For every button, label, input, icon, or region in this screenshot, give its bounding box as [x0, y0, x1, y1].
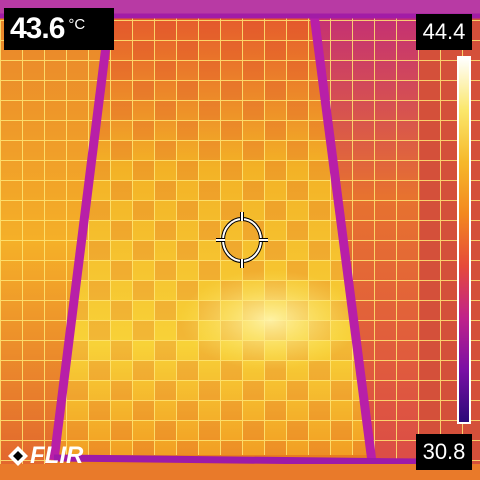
spot-temperature-value: 43.6: [10, 12, 65, 45]
flir-logo-text: FLIR: [30, 442, 84, 469]
temperature-unit: °C: [68, 15, 86, 33]
panel-frame-left: [49, 13, 115, 461]
left-panel-cells: [0, 20, 108, 465]
bottom-strip: [0, 464, 480, 480]
panel-frame-center: [309, 13, 377, 463]
flir-logo-icon: [8, 446, 28, 466]
right-panel-cells: [318, 14, 420, 470]
far-right-panel-cells: [420, 14, 480, 470]
scale-max-label: 44.4: [416, 14, 472, 50]
scale-min-label: 30.8: [416, 434, 472, 470]
panel-frame-bottom: [53, 454, 421, 466]
spot-meter-crosshair-icon: [216, 212, 268, 268]
color-scale-bar: [457, 56, 471, 424]
top-panel-strip: [0, 0, 480, 14]
hotspot-region: [180, 270, 360, 370]
spot-temperature-readout: 43.6 °C: [4, 8, 114, 50]
flir-logo: FLIR: [8, 442, 83, 470]
